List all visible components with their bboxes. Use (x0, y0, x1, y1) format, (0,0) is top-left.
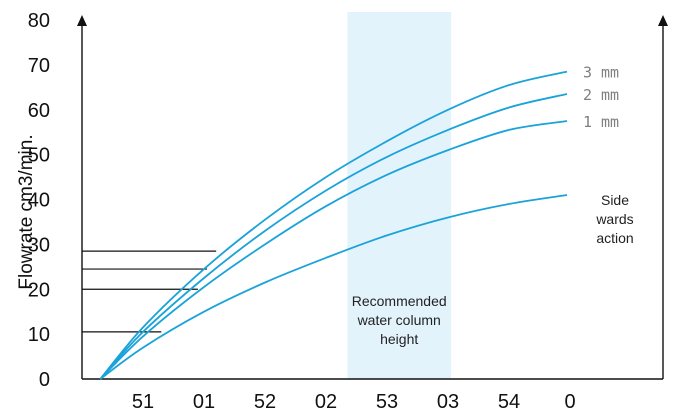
y-axis-arrow (77, 15, 87, 26)
side-label-line: Side (601, 192, 629, 208)
x-tick-label: 02 (315, 391, 337, 413)
side-label-line: action (596, 230, 633, 246)
y-tick-label: 80 (28, 10, 50, 32)
x-tick-label: 54 (498, 391, 520, 413)
band-label-line: water column (357, 312, 441, 328)
y-tick-label: 10 (28, 324, 50, 346)
band-label-line: height (380, 331, 418, 347)
x-tick-label: 51 (132, 391, 154, 413)
x-tick-label: 0 (564, 391, 575, 413)
series-line (100, 72, 567, 379)
series-line (100, 121, 567, 379)
y-tick-label: 0 (39, 369, 50, 391)
series-line (100, 195, 567, 379)
side-label-line: wards (595, 211, 633, 227)
series-label: 2 mm (583, 86, 619, 104)
series-label: 3 mm (583, 64, 619, 82)
x-tick-label: 01 (193, 391, 215, 413)
x-tick-label: 52 (254, 391, 276, 413)
right-axis-arrow (658, 15, 668, 26)
series-line (100, 94, 567, 379)
x-tick-label: 53 (376, 391, 398, 413)
series-layer (100, 72, 567, 379)
y-tick-label: 70 (28, 55, 50, 77)
y-tick-label: 60 (28, 100, 50, 122)
x-tick-label: 03 (437, 391, 459, 413)
band-label-line: Recommended (352, 293, 447, 309)
series-label: 1 mm (583, 113, 619, 131)
y-axis-label: Flowrate cm3/min. (16, 134, 37, 289)
